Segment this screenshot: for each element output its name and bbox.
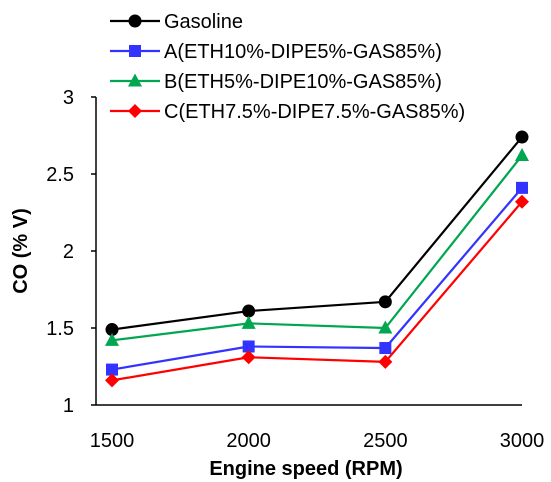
data-point-series-0	[515, 130, 529, 144]
data-point-series-1	[242, 340, 255, 353]
data-point-series-0	[242, 304, 256, 318]
y-tick-label: 1.5	[46, 318, 74, 340]
plot-area: 1 1.5 2 2.5 3 1500 2000 2500 3000 Gasoline A(ETH10…	[46, 11, 544, 452]
x-tick-label: 2000	[226, 430, 271, 452]
data-point-series-2	[105, 332, 119, 346]
y-axis-title: CO (% V)	[10, 208, 32, 294]
legend-marker-0	[128, 14, 142, 28]
data-point-series-2	[241, 315, 256, 329]
series-line-1	[111, 187, 523, 371]
series-line-3	[111, 201, 523, 382]
y-tick-label: 2	[63, 241, 74, 263]
series-line-2	[111, 154, 523, 342]
series-line-0	[111, 136, 523, 331]
data-point-series-0	[378, 295, 392, 309]
x-tick-label: 3000	[500, 430, 545, 452]
data-point-series-1	[106, 363, 118, 376]
data-point-series-3	[105, 373, 119, 388]
data-point-series-0	[105, 323, 119, 337]
data-point-series-2	[378, 320, 393, 334]
y-tick-label: 2.5	[46, 164, 74, 186]
legend-marker-1	[129, 45, 141, 57]
x-tick-label: 2500	[363, 430, 408, 452]
data-point-series-3	[241, 350, 256, 365]
legend-marker-2	[128, 73, 142, 87]
legend-marker-3	[128, 104, 142, 118]
data-point-series-2	[515, 148, 529, 162]
legend-label-2: B(ETH5%-DIPE10%-GAS85%)	[164, 71, 442, 93]
data-point-series-3	[378, 354, 393, 369]
data-point-series-1	[516, 181, 528, 194]
data-point-series-3	[515, 194, 529, 209]
legend-label-3: C(ETH7.5%-DIPE7.5%-GAS85%)	[164, 101, 465, 123]
legend-label-0: Gasoline	[164, 11, 243, 33]
data-point-series-1	[379, 342, 392, 355]
y-tick-label: 1	[63, 395, 74, 417]
x-axis-title: Engine speed (RPM)	[209, 458, 402, 480]
x-tick-label: 1500	[90, 430, 135, 452]
y-tick-label: 3	[63, 87, 74, 109]
legend-label-1: A(ETH10%-DIPE5%-GAS85%)	[164, 41, 442, 63]
